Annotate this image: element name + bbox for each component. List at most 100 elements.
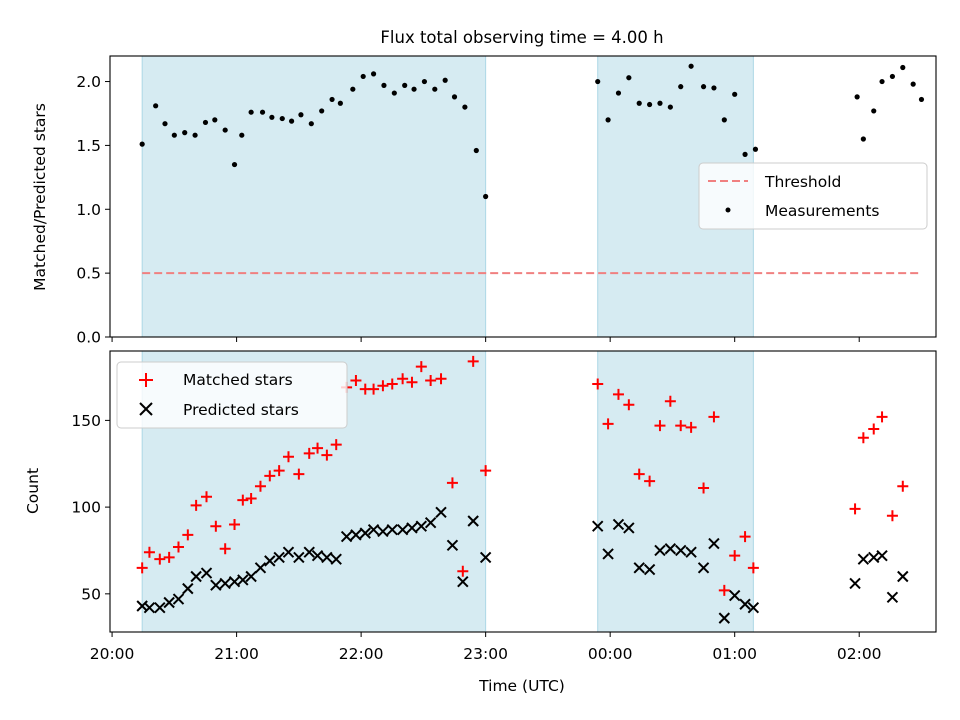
measurement-point bbox=[319, 108, 325, 114]
matched-star-marker bbox=[739, 531, 751, 543]
predicted-star-marker bbox=[293, 551, 305, 564]
measurement-point bbox=[153, 103, 159, 109]
matched-star-marker bbox=[876, 411, 888, 423]
matched-star-marker bbox=[664, 395, 676, 407]
measurement-point bbox=[605, 117, 611, 123]
matched-star-marker bbox=[264, 470, 276, 482]
matched-star-marker bbox=[480, 465, 492, 477]
predicted-star-marker bbox=[718, 612, 731, 624]
bottom-legend-box bbox=[116, 361, 348, 429]
predicted-star-marker bbox=[643, 563, 656, 576]
matched-star-marker bbox=[446, 477, 458, 489]
predicted-star-marker bbox=[406, 522, 418, 534]
matched-star-marker bbox=[377, 380, 389, 392]
predicted-stars-series bbox=[137, 506, 909, 624]
bottom-y-axis: 50 100 150 bbox=[71, 412, 110, 603]
matched-star-marker bbox=[201, 491, 213, 503]
measurement-point bbox=[732, 91, 738, 97]
measurement-point bbox=[308, 121, 314, 127]
measurement-points bbox=[139, 63, 925, 200]
matched-star-marker bbox=[154, 553, 166, 565]
matched-star-marker bbox=[415, 361, 427, 373]
predicted-star-marker bbox=[849, 577, 861, 590]
matched-star-marker bbox=[612, 388, 624, 400]
measurement-point bbox=[239, 132, 245, 138]
predicted-star-marker bbox=[210, 579, 222, 591]
matched-star-marker bbox=[675, 420, 687, 432]
measurement-point bbox=[473, 147, 479, 154]
predicted-star-marker bbox=[330, 553, 342, 565]
predicted-star-marker bbox=[273, 551, 285, 564]
predicted-star-marker bbox=[435, 506, 447, 519]
predicted-star-marker bbox=[623, 522, 635, 534]
measurement-point bbox=[231, 161, 238, 168]
predicted-star-marker bbox=[200, 567, 213, 579]
matched-star-marker bbox=[330, 439, 342, 451]
measurement-point bbox=[402, 82, 408, 88]
matched-star-marker bbox=[435, 373, 447, 385]
y-tick-label-1: 0.5 bbox=[76, 265, 101, 283]
matched-star-marker bbox=[321, 449, 333, 461]
matched-star-marker bbox=[293, 468, 305, 480]
measurement-point bbox=[192, 132, 198, 138]
shaded-span-0 bbox=[141, 55, 487, 338]
measurement-point bbox=[646, 101, 653, 108]
matched-star-marker bbox=[172, 541, 184, 553]
y-tick-label-3: 1.5 bbox=[76, 137, 101, 155]
matched-star-marker bbox=[386, 378, 398, 390]
predicted-star-marker bbox=[182, 582, 194, 595]
measurement-point bbox=[900, 64, 906, 71]
measurement-point bbox=[182, 130, 188, 136]
matched-legend-label: Matched stars bbox=[183, 371, 293, 389]
top-y-axis-label: Matched/Predicted stars bbox=[31, 103, 49, 291]
predicted-star-marker bbox=[264, 555, 276, 567]
measurement-point bbox=[721, 117, 727, 123]
matched-star-marker bbox=[397, 373, 409, 385]
predicted-star-marker bbox=[697, 562, 710, 574]
predicted-star-marker bbox=[415, 520, 428, 532]
measurement-point bbox=[626, 75, 632, 81]
predicted-star-marker bbox=[228, 575, 241, 588]
matched-star-marker bbox=[685, 421, 697, 433]
matched-star-marker bbox=[886, 510, 898, 522]
predicted-star-marker bbox=[254, 562, 267, 574]
bottom-x-axis: 20:00 21:00 22:00 23:00 00:00 01:00 02:00 bbox=[90, 632, 882, 663]
matched-star-marker bbox=[312, 442, 324, 454]
x-tick-label-6: 02:00 bbox=[837, 645, 882, 663]
measurement-point bbox=[202, 119, 209, 126]
matched-star-marker bbox=[633, 468, 645, 480]
matched-star-marker bbox=[406, 376, 418, 388]
threshold-legend-label: Threshold bbox=[764, 173, 841, 191]
measurement-point bbox=[871, 108, 877, 114]
measurement-point bbox=[595, 78, 601, 85]
measurement-point bbox=[442, 77, 448, 83]
measurement-point bbox=[688, 63, 694, 69]
predicted-star-marker bbox=[739, 598, 751, 610]
measurement-point bbox=[162, 121, 168, 127]
measurement-point bbox=[212, 117, 218, 123]
top-axes-frame bbox=[109, 55, 937, 338]
predicted-star-marker bbox=[424, 517, 437, 529]
measurement-point bbox=[269, 114, 275, 120]
matched-star-marker bbox=[237, 494, 249, 506]
top-shaded-spans bbox=[141, 55, 754, 338]
matched-star-marker bbox=[282, 451, 294, 463]
measurement-point bbox=[171, 132, 177, 138]
predicted-star-marker bbox=[708, 537, 720, 550]
x-tick-label-0: 20:00 bbox=[90, 645, 135, 663]
matched-star-marker bbox=[467, 355, 479, 367]
y-tick-label-1: 100 bbox=[71, 499, 101, 517]
top-y-axis: 0.0 0.5 1.0 1.5 2.0 bbox=[76, 73, 110, 347]
predicted-star-marker bbox=[172, 593, 185, 605]
predicted-star-marker bbox=[377, 525, 389, 538]
matched-star-marker bbox=[654, 420, 666, 432]
bottom-y-axis-label: Count bbox=[24, 468, 42, 514]
x-tick-label-2: 22:00 bbox=[339, 645, 384, 663]
predicted-star-marker bbox=[664, 543, 677, 555]
matched-star-marker bbox=[897, 480, 909, 492]
matched-star-marker bbox=[210, 520, 222, 532]
measurement-point bbox=[411, 86, 417, 92]
predicted-legend-swatch bbox=[139, 402, 153, 416]
matched-star-marker bbox=[868, 423, 880, 435]
